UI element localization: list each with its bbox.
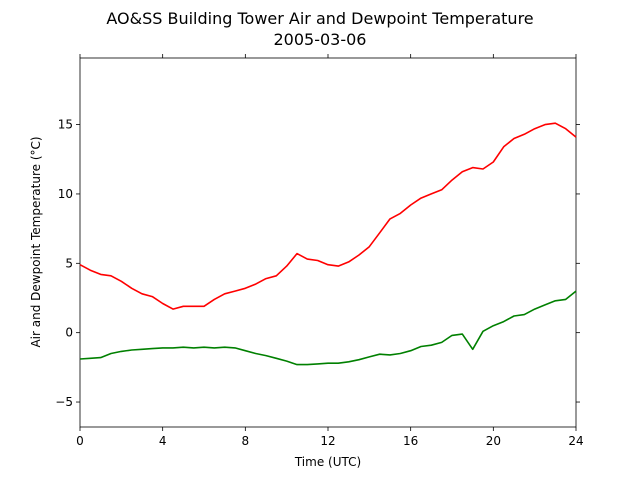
chart-subtitle: 2005-03-06	[274, 30, 367, 49]
y-tick-label: 0	[65, 326, 73, 340]
y-axis-label: Air and Dewpoint Temperature (°C)	[29, 136, 43, 347]
plot-area	[79, 57, 577, 428]
y-tick-label: 5	[65, 256, 73, 270]
y-tick-label: −5	[55, 395, 73, 409]
x-tick-label: 12	[320, 434, 335, 448]
x-axis-label: Time (UTC)	[294, 455, 361, 469]
plot-frame	[79, 57, 577, 428]
chart-title: AO&SS Building Tower Air and Dewpoint Te…	[106, 9, 533, 28]
y-tick-label: 10	[58, 187, 73, 201]
y-tick-label: 15	[58, 118, 73, 132]
x-tick-label: 4	[159, 434, 167, 448]
x-axis: 0 4 8 12 16 20 24	[76, 54, 584, 448]
x-tick-label: 0	[76, 434, 84, 448]
series-layer	[79, 122, 577, 366]
x-tick-label: 16	[403, 434, 418, 448]
dewpoint-temperature-line	[79, 290, 577, 366]
air-temperature-line	[79, 122, 577, 310]
x-tick-label: 24	[568, 434, 583, 448]
y-axis: −5 0 5 10 15	[55, 118, 580, 409]
x-tick-label: 20	[486, 434, 501, 448]
x-tick-label: 8	[242, 434, 250, 448]
